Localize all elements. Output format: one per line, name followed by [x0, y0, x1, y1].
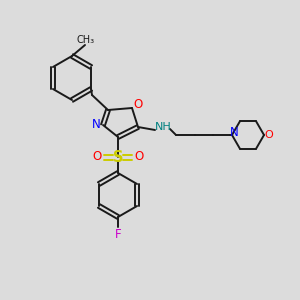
Text: CH₃: CH₃: [77, 35, 95, 45]
Text: O: O: [134, 151, 144, 164]
Text: NH: NH: [154, 122, 171, 132]
Text: N: N: [230, 125, 238, 139]
Text: O: O: [265, 130, 273, 140]
Text: S: S: [113, 149, 123, 164]
Text: O: O: [92, 151, 102, 164]
Text: N: N: [92, 118, 100, 131]
Text: F: F: [115, 227, 121, 241]
Text: O: O: [134, 98, 142, 112]
